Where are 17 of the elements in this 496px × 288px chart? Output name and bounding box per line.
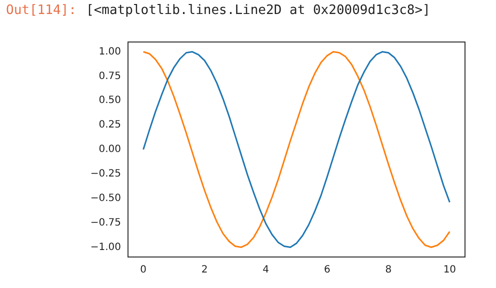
x-tick-label: 2 bbox=[201, 264, 208, 276]
text: Out[114]: bbox=[6, 3, 76, 18]
y-tick-label: −0.75 bbox=[90, 217, 121, 228]
x-tick-label: 6 bbox=[324, 264, 330, 276]
x-tick-label: 10 bbox=[443, 264, 456, 276]
x-tick-label: 8 bbox=[385, 264, 392, 276]
y-tick-label: −1.00 bbox=[90, 242, 121, 253]
text: [<matplotlib.lines.Line2D at 0x20009d1c3c8>] bbox=[86, 3, 430, 18]
y-tick-label: 1.00 bbox=[98, 46, 121, 58]
y-tick-label: 0.00 bbox=[98, 144, 121, 156]
y-tick-label: −0.25 bbox=[90, 168, 121, 180]
y-tick-label: −0.50 bbox=[90, 192, 121, 204]
x-tick-label: 4 bbox=[262, 264, 270, 276]
x-tick-label: 0 bbox=[140, 264, 147, 276]
y-tick-label: 0.25 bbox=[98, 120, 121, 131]
y-tick-label: 0.75 bbox=[98, 70, 121, 82]
y-tick-label: 0.50 bbox=[98, 95, 121, 106]
